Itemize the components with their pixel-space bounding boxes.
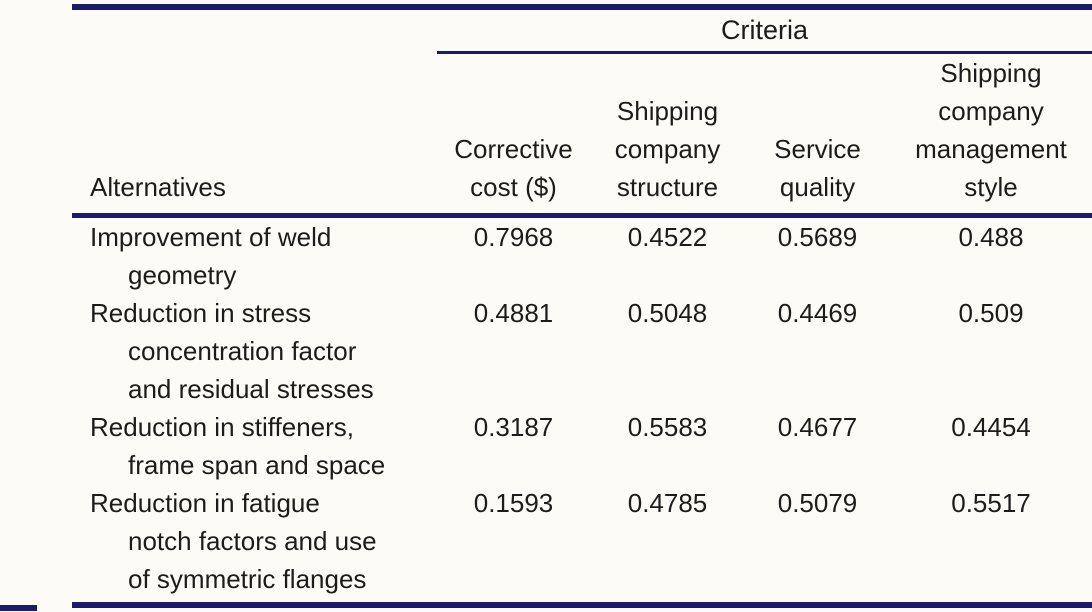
- column-header-service-quality: Service quality: [745, 52, 890, 218]
- cell-value: 0.4469: [777, 297, 858, 328]
- table-row: Reduction in fatigue notch factors and u…: [72, 484, 1092, 605]
- cell-value: 0.4785: [627, 487, 708, 518]
- column-header-management-style: Shipping company management style: [890, 52, 1092, 218]
- cell-value: 0.7968: [473, 221, 554, 252]
- table-row: Improvement of weld geometry 0.7968 0.45…: [72, 215, 1092, 294]
- column-header-corrective-cost: Corrective cost ($): [437, 52, 590, 218]
- cell-value: 0.5689: [777, 221, 858, 252]
- alternative-label: Reduction in stiffeners, frame span and …: [90, 411, 386, 480]
- criteria-group-header: Criteria: [437, 7, 1092, 54]
- cell-value: 0.509: [958, 297, 1024, 328]
- cell-value: 0.4881: [473, 297, 554, 328]
- alternative-label: Reduction in stress concentration factor…: [90, 297, 374, 404]
- alternative-label: Improvement of weld geometry: [90, 221, 332, 290]
- cell-value: 0.4677: [777, 411, 858, 442]
- cell-value: 0.3187: [473, 411, 554, 442]
- alternatives-column-header: Alternatives: [72, 52, 437, 218]
- criteria-gap-cell: [72, 7, 437, 52]
- cell-value: 0.4454: [951, 411, 1031, 442]
- criteria-spanner-row: Criteria: [72, 7, 1092, 54]
- cell-value: 0.5583: [627, 411, 708, 442]
- adjacent-rule-fragment: [0, 605, 37, 611]
- cell-value: 0.5048: [627, 297, 708, 328]
- table-row: Reduction in stiffeners, frame span and …: [72, 408, 1092, 484]
- cell-value: 0.4522: [627, 221, 708, 252]
- criteria-alternatives-table: Criteria Alternatives Corrective cost ($…: [72, 4, 1092, 608]
- cell-value: 0.5517: [951, 487, 1031, 518]
- cell-value: 0.1593: [473, 487, 554, 518]
- cell-value: 0.488: [958, 221, 1024, 252]
- column-header-row: Alternatives Corrective cost ($) Shippin…: [72, 52, 1092, 218]
- cell-value: 0.5079: [777, 487, 858, 518]
- column-header-company-structure: Shipping company structure: [590, 52, 745, 218]
- alternative-label: Reduction in fatigue notch factors and u…: [90, 487, 377, 594]
- table-row: Reduction in stress concentration factor…: [72, 294, 1092, 408]
